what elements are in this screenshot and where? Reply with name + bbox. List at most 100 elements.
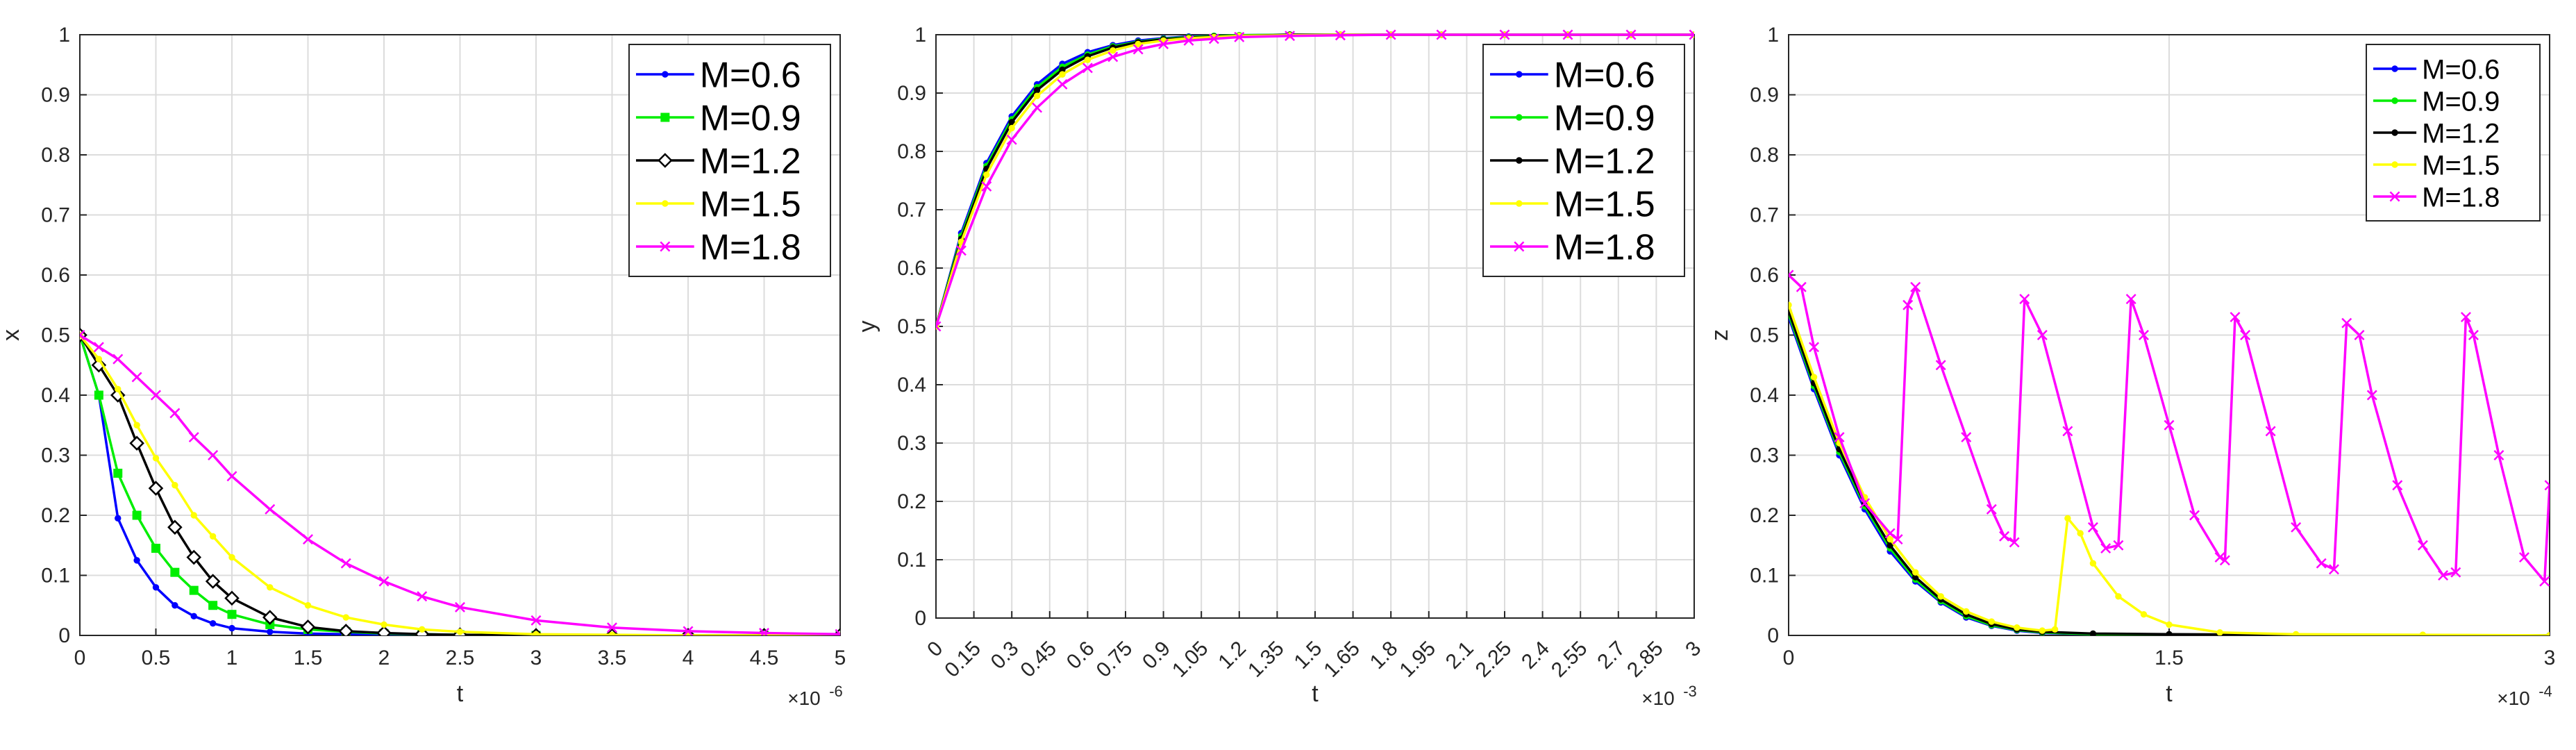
x-axis-multiplier: ×10 bbox=[2497, 688, 2530, 709]
y-tick-label: 0.4 bbox=[897, 374, 926, 397]
legend-marker bbox=[2391, 161, 2398, 168]
data-point bbox=[2089, 560, 2097, 567]
x-tick-label: 1.65 bbox=[1319, 637, 1364, 682]
data-point bbox=[172, 482, 178, 489]
x-tick-label: 0.45 bbox=[1017, 637, 1062, 682]
data-point bbox=[190, 512, 197, 519]
data-point bbox=[1809, 342, 1820, 353]
x-tick-label: 2.25 bbox=[1471, 637, 1516, 682]
data-point bbox=[2077, 530, 2084, 537]
data-point bbox=[2450, 567, 2461, 578]
data-point bbox=[1937, 593, 1944, 600]
data-point bbox=[170, 567, 180, 577]
data-point bbox=[1335, 30, 1346, 41]
y-tick-label: 1 bbox=[914, 24, 926, 47]
data-point bbox=[152, 455, 160, 462]
data-point bbox=[148, 481, 164, 496]
y-axis-label: x bbox=[0, 329, 24, 341]
data-point bbox=[981, 181, 992, 192]
y-tick-label: 0.8 bbox=[41, 144, 70, 167]
data-point bbox=[132, 510, 142, 520]
x-axis-exponent: -4 bbox=[2539, 683, 2552, 700]
data-point bbox=[2138, 330, 2149, 340]
y-tick-label: 0.7 bbox=[41, 204, 70, 227]
data-point bbox=[110, 388, 126, 403]
data-point bbox=[267, 628, 274, 635]
series-line-M=0.9 bbox=[80, 334, 840, 635]
data-point bbox=[1859, 498, 1871, 509]
data-point bbox=[304, 602, 312, 609]
x-tick-label: 1.5 bbox=[2155, 647, 2184, 669]
data-point bbox=[378, 576, 390, 587]
legend: M=0.6M=0.9M=1.2M=1.5M=1.8 bbox=[1482, 44, 1685, 277]
legend-label: M=1.2 bbox=[2422, 118, 2500, 149]
data-point bbox=[112, 353, 124, 365]
x-axis-label: t bbox=[1312, 681, 1319, 707]
legend-marker bbox=[2389, 191, 2400, 202]
legend-marker bbox=[1516, 71, 1523, 78]
series-group bbox=[936, 29, 1694, 332]
data-point bbox=[300, 619, 316, 635]
data-point bbox=[1110, 47, 1116, 54]
data-point bbox=[1910, 281, 1921, 292]
data-point bbox=[228, 624, 235, 632]
data-point bbox=[303, 534, 313, 545]
data-point bbox=[2493, 450, 2504, 460]
y-tick-label: 0.2 bbox=[41, 504, 70, 527]
data-point bbox=[186, 549, 202, 565]
y-axis-label: z bbox=[1707, 329, 1733, 341]
x-axis-multiplier: ×10 bbox=[1641, 688, 1675, 709]
y-tick-label: 0.6 bbox=[41, 264, 70, 287]
data-point bbox=[208, 601, 218, 610]
data-point bbox=[2087, 522, 2098, 533]
data-point bbox=[209, 620, 217, 627]
data-point bbox=[607, 622, 617, 633]
x-tick-label: 2 bbox=[378, 647, 390, 669]
data-point bbox=[759, 628, 769, 635]
y-tick-label: 0.4 bbox=[41, 384, 70, 407]
data-point bbox=[205, 574, 221, 589]
data-point bbox=[169, 408, 181, 419]
legend-marker bbox=[660, 241, 671, 252]
data-point bbox=[1057, 78, 1068, 90]
data-point bbox=[380, 621, 387, 628]
data-point bbox=[1562, 29, 1573, 40]
data-point bbox=[955, 245, 967, 256]
legend-label: M=0.6 bbox=[700, 56, 801, 96]
y-tick-label: 0.5 bbox=[1750, 324, 1779, 347]
series-group bbox=[80, 327, 840, 635]
data-point bbox=[2328, 564, 2339, 575]
y-tick-label: 0.6 bbox=[897, 257, 926, 280]
legend: M=0.6M=0.9M=1.2M=1.5M=1.8 bbox=[2366, 44, 2541, 222]
x-tick-label: 0.3 bbox=[987, 637, 1023, 674]
data-point bbox=[2292, 631, 2300, 635]
x-tick-label: 3 bbox=[1681, 637, 1705, 661]
x-tick-label: 3 bbox=[530, 647, 542, 669]
data-point bbox=[2164, 419, 2175, 431]
data-point bbox=[94, 390, 103, 400]
data-point bbox=[1935, 360, 1946, 371]
data-point bbox=[2354, 330, 2365, 340]
data-point bbox=[1986, 503, 1997, 515]
data-point bbox=[2039, 627, 2046, 634]
data-point bbox=[1789, 269, 1794, 281]
legend-marker bbox=[2391, 129, 2398, 136]
data-point bbox=[172, 602, 178, 609]
legend-label: M=0.9 bbox=[700, 99, 801, 139]
data-point bbox=[1135, 40, 1141, 48]
data-point bbox=[1499, 29, 1510, 40]
data-point bbox=[2468, 330, 2479, 340]
series-group bbox=[1789, 269, 2550, 635]
data-point bbox=[2166, 631, 2173, 635]
x-tick-label: 4 bbox=[683, 647, 694, 669]
data-point bbox=[1032, 102, 1043, 113]
data-point bbox=[1033, 87, 1041, 94]
data-point bbox=[265, 503, 276, 515]
legend-marker bbox=[2391, 97, 2398, 104]
data-point bbox=[983, 171, 990, 178]
legend-label: M=1.5 bbox=[700, 185, 801, 225]
data-point bbox=[1436, 29, 1447, 40]
data-point bbox=[1999, 531, 2010, 542]
data-point bbox=[1234, 31, 1245, 42]
